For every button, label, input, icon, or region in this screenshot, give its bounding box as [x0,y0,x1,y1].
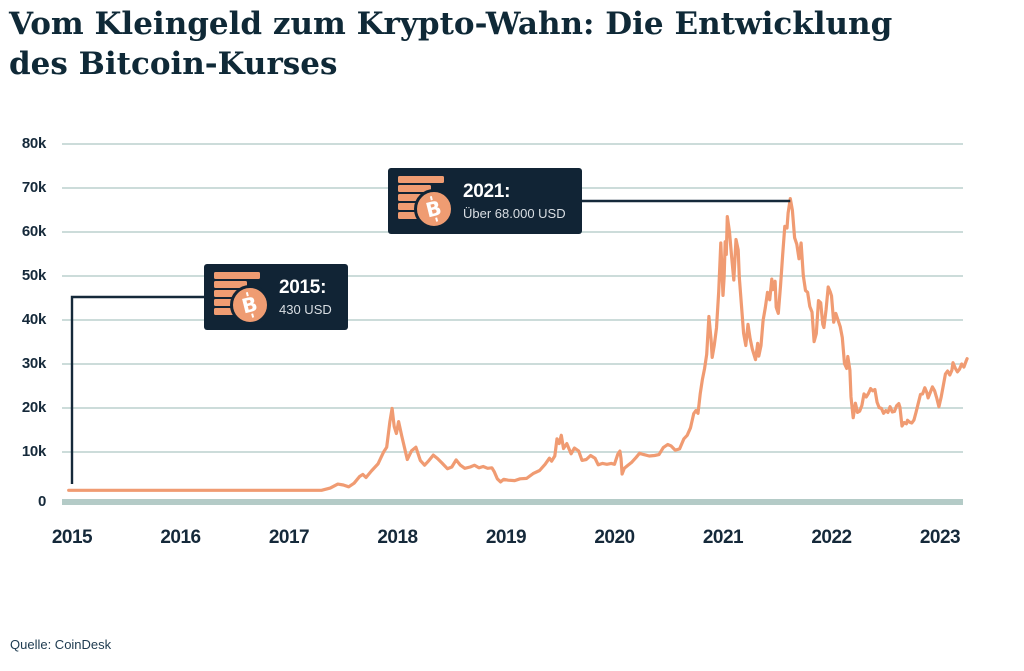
x-axis-label: 2023 [919,527,961,548]
price-line [67,197,969,492]
x-axis-label: 2017 [268,527,310,548]
y-axis-label: 70k [21,179,46,196]
annotation-connector-2015 [70,295,204,484]
coin-bar-icon [214,272,260,279]
page-title-line1: Vom Kleingeld zum Krypto-Wahn: Die Entwi… [9,6,893,42]
y-axis-label: 20k [21,399,46,416]
coin-bar-icon [398,185,431,192]
coin-bar-icon [214,281,247,288]
annotation-value-2021: Über 68.000 USD [463,206,566,221]
x-axis-label: 2019 [485,527,527,548]
y-axis-label: 0 [37,493,46,510]
bitcoin-circle-icon: B [414,189,454,229]
annotation-box-2021: B 2021: Über 68.000 USD [388,168,582,234]
annotation-year-2015: 2015: [279,277,327,298]
y-axis-label: 10k [21,443,46,460]
y-axis-label: 30k [21,355,46,372]
page-title-line2: des Bitcoin-Kurses [9,46,338,82]
x-axis-label: 2020 [594,527,635,548]
source-note: Quelle: CoinDesk [10,637,112,652]
y-axis-label: 60k [21,223,46,240]
x-axis-label: 2016 [160,527,201,548]
grid-baseline [62,499,963,505]
annotation-value-2015: 430 USD [279,302,332,317]
y-axis-label: 40k [21,311,46,328]
page-title: Vom Kleingeld zum Krypto-Wahn: Die Entwi… [9,4,999,84]
bitcoin-coin-stack-icon: B [214,272,270,325]
y-axis-label: 80k [21,135,46,152]
x-axis-label: 2022 [811,527,852,548]
x-axis-label: 2021 [702,527,744,548]
x-axis-label: 2018 [377,527,418,548]
annotation-box-2015: B 2015: 430 USD [204,264,348,330]
y-axis-label: 50k [21,267,46,284]
bitcoin-coin-stack-icon: B [398,176,454,229]
coin-bar-icon [398,176,444,183]
annotation-year-2021: 2021: [463,181,511,202]
x-axis-label: 2015 [51,527,93,548]
bitcoin-circle-icon: B [230,285,270,325]
